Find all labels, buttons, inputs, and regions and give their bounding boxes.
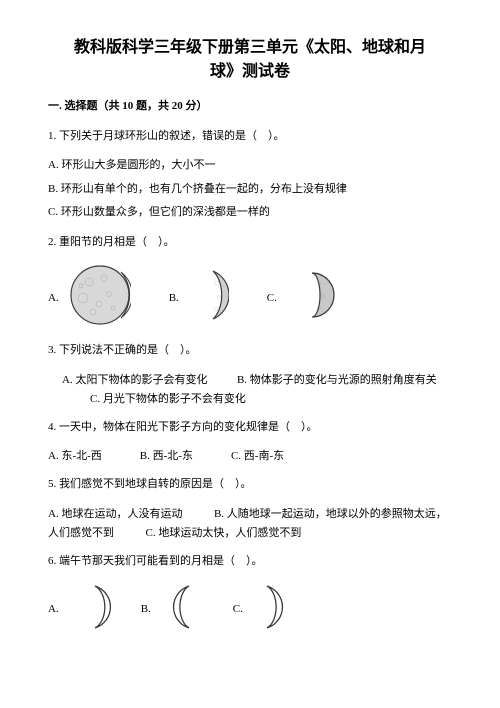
q4-option-b: B. 西-北-东 [140, 448, 193, 466]
question-4: 4. 一天中，物体在阳光下影子方向的变化规律是（ ）。 [48, 419, 452, 437]
q6-moon-c-icon [251, 582, 295, 632]
q5-stem: 5. 我们感觉不到地球自转的原因是（ ）。 [48, 476, 452, 494]
q4-options: A. 东-北-西 B. 西-北-东 C. 西-南-东 [48, 448, 452, 466]
section-1-header: 一. 选择题（共 10 题，共 20 分） [48, 98, 452, 116]
q5-option-a: A. 地球在运动，人没有运动 [48, 508, 182, 520]
q3-option-b: B. 物体影子的变化与光源的照射角度有关 [237, 374, 437, 386]
q6-label-a: A. [48, 601, 59, 619]
q1-stem: 1. 下列关于月球环形山的叙述，错误的是（ ）。 [48, 128, 452, 146]
q3-options: A. 太阳下物体的影子会有变化 B. 物体影子的变化与光源的照射角度有关 C. … [62, 371, 452, 408]
q2-moon-c-icon [287, 270, 337, 320]
title-line-1: 教科版科学三年级下册第三单元《太阳、地球和月 [48, 36, 452, 60]
q2-label-b: B. [169, 290, 179, 308]
q1-option-a: A. 环形山大多是圆形的，大小不一 [48, 157, 452, 175]
question-2: 2. 重阳节的月相是（ ）。 [48, 234, 452, 252]
question-5: 5. 我们感觉不到地球自转的原因是（ ）。 [48, 476, 452, 494]
q6-label-c: C. [233, 601, 243, 619]
q1-option-b: B. 环形山有单个的，也有几个挤叠在一起的，分布上没有规律 [48, 181, 452, 199]
question-3: 3. 下列说法不正确的是（ ）。 [48, 342, 452, 360]
q4-option-a: A. 东-北-西 [48, 448, 102, 466]
q6-label-b: B. [141, 601, 151, 619]
q6-stem: 6. 端午节那天我们可能看到的月相是（ ）。 [48, 553, 452, 571]
question-1: 1. 下列关于月球环形山的叙述，错误的是（ ）。 [48, 128, 452, 146]
q1-option-c: C. 环形山数量众多，但它们的深浅都是一样的 [48, 204, 452, 222]
q2-stem: 2. 重阳节的月相是（ ）。 [48, 234, 452, 252]
question-6: 6. 端午节那天我们可能看到的月相是（ ）。 [48, 553, 452, 571]
q3-option-a: A. 太阳下物体的影子会有变化 [62, 374, 207, 386]
page-title: 教科版科学三年级下册第三单元《太阳、地球和月 球》测试卷 [48, 36, 452, 84]
q4-stem: 4. 一天中，物体在阳光下影子方向的变化规律是（ ）。 [48, 419, 452, 437]
q2-label-a: A. [48, 290, 59, 308]
q2-images-row: A. B. C. [48, 264, 452, 326]
q6-moon-b-icon [159, 582, 203, 632]
q3-stem: 3. 下列说法不正确的是（ ）。 [48, 342, 452, 360]
q2-moon-a-icon [69, 264, 131, 326]
q2-moon-b-icon [189, 267, 229, 323]
title-line-2: 球》测试卷 [48, 60, 452, 84]
q6-images-row: A. B. C. [48, 582, 452, 632]
q2-label-c: C. [267, 290, 277, 308]
q6-moon-a-icon [67, 582, 111, 632]
q3-option-c: C. 月光下物体的影子不会有变化 [90, 393, 246, 405]
q4-option-c: C. 西-南-东 [231, 448, 284, 466]
q5-options: A. 地球在运动，人没有运动 B. 人随地球一起运动，地球以外的参照物太远，人们… [48, 505, 452, 542]
q5-option-c: C. 地球运动太快，人们感觉不到 [146, 527, 302, 539]
